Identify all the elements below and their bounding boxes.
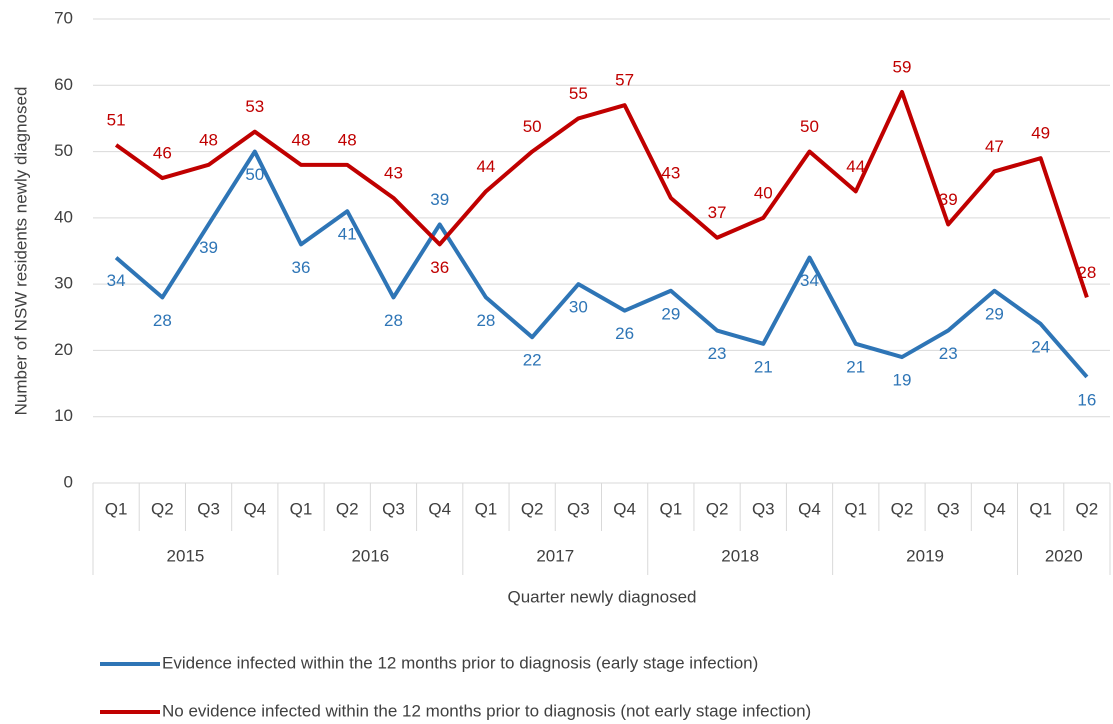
- data-label: 47: [985, 137, 1004, 156]
- x-tick-label: Q2: [521, 499, 544, 518]
- data-label: 50: [245, 165, 264, 184]
- y-tick-label: 20: [54, 340, 73, 359]
- x-tick-label: Q3: [567, 499, 590, 518]
- x-group-label: 2018: [721, 546, 759, 565]
- data-label: 23: [939, 344, 958, 363]
- data-label: 39: [939, 190, 958, 209]
- data-label: 43: [661, 163, 680, 182]
- data-label: 19: [893, 371, 912, 390]
- series-line: [114, 89, 1089, 299]
- x-tick-label: Q4: [983, 499, 1006, 518]
- data-label: 48: [338, 130, 357, 149]
- y-tick-label: 50: [54, 141, 73, 160]
- x-tick-label: Q3: [937, 499, 960, 518]
- data-label: 21: [754, 357, 773, 376]
- data-label: 57: [615, 71, 634, 90]
- x-tick-label: Q3: [382, 499, 405, 518]
- data-label: 34: [107, 271, 126, 290]
- y-tick-label: 0: [64, 472, 73, 491]
- data-label: 39: [430, 190, 449, 209]
- x-group-label: 2016: [351, 546, 389, 565]
- x-axis-title: Quarter newly diagnosed: [507, 587, 696, 606]
- x-tick-label: Q1: [290, 499, 313, 518]
- data-label: 50: [800, 117, 819, 136]
- x-tick-label: Q1: [844, 499, 867, 518]
- data-label: 28: [153, 311, 172, 330]
- data-label: 44: [846, 157, 865, 176]
- y-tick-label: 40: [54, 207, 73, 226]
- data-label: 53: [245, 97, 264, 116]
- data-label: 28: [476, 311, 495, 330]
- data-label: 46: [153, 144, 172, 163]
- x-tick-label: Q1: [475, 499, 498, 518]
- data-label: 48: [199, 130, 218, 149]
- data-label: 51: [107, 110, 126, 129]
- x-group-label: 2015: [167, 546, 205, 565]
- data-label: 28: [1077, 263, 1096, 282]
- x-tick-label: Q2: [336, 499, 359, 518]
- y-tick-label: 60: [54, 75, 73, 94]
- data-label: 26: [615, 324, 634, 343]
- y-tick-label: 10: [54, 406, 73, 425]
- x-tick-label: Q2: [1076, 499, 1099, 518]
- data-label: 36: [292, 258, 311, 277]
- x-group-label: 2019: [906, 546, 944, 565]
- x-tick-label: Q2: [151, 499, 174, 518]
- data-label: 28: [384, 311, 403, 330]
- x-group-label: 2020: [1045, 546, 1083, 565]
- legend-label: Evidence infected within the 12 months p…: [162, 653, 758, 672]
- x-tick-label: Q3: [752, 499, 775, 518]
- data-label: 55: [569, 84, 588, 103]
- data-label: 39: [199, 238, 218, 257]
- data-label: 59: [893, 57, 912, 76]
- x-tick-label: Q2: [706, 499, 729, 518]
- data-label: 37: [708, 203, 727, 222]
- y-axis-title: Number of NSW residents newly diagnosed: [11, 87, 30, 416]
- legend-label: No evidence infected within the 12 month…: [162, 701, 811, 720]
- y-tick-label: 30: [54, 274, 73, 293]
- x-tick-label: Q1: [659, 499, 682, 518]
- x-tick-label: Q3: [197, 499, 220, 518]
- data-label: 29: [985, 304, 1004, 323]
- data-label: 43: [384, 163, 403, 182]
- data-label: 23: [708, 344, 727, 363]
- data-label: 49: [1031, 124, 1050, 143]
- data-label: 22: [523, 351, 542, 370]
- x-tick-label: Q4: [613, 499, 636, 518]
- x-tick-label: Q1: [105, 499, 128, 518]
- data-label: 24: [1031, 337, 1050, 356]
- x-tick-label: Q2: [891, 499, 914, 518]
- data-label: 16: [1077, 390, 1096, 409]
- y-tick-label: 70: [54, 8, 73, 27]
- data-label: 34: [800, 271, 819, 290]
- x-tick-label: Q1: [1029, 499, 1052, 518]
- data-label: 48: [292, 130, 311, 149]
- data-label: 50: [523, 117, 542, 136]
- data-label: 40: [754, 183, 773, 202]
- data-label: 36: [430, 258, 449, 277]
- x-tick-label: Q4: [428, 499, 451, 518]
- series-line: [114, 149, 1089, 379]
- x-group-label: 2017: [536, 546, 574, 565]
- data-label: 44: [476, 157, 495, 176]
- data-label: 21: [846, 357, 865, 376]
- data-label: 30: [569, 298, 588, 317]
- x-tick-label: Q4: [798, 499, 821, 518]
- data-label: 29: [661, 304, 680, 323]
- data-label: 41: [338, 225, 357, 244]
- x-tick-label: Q4: [243, 499, 266, 518]
